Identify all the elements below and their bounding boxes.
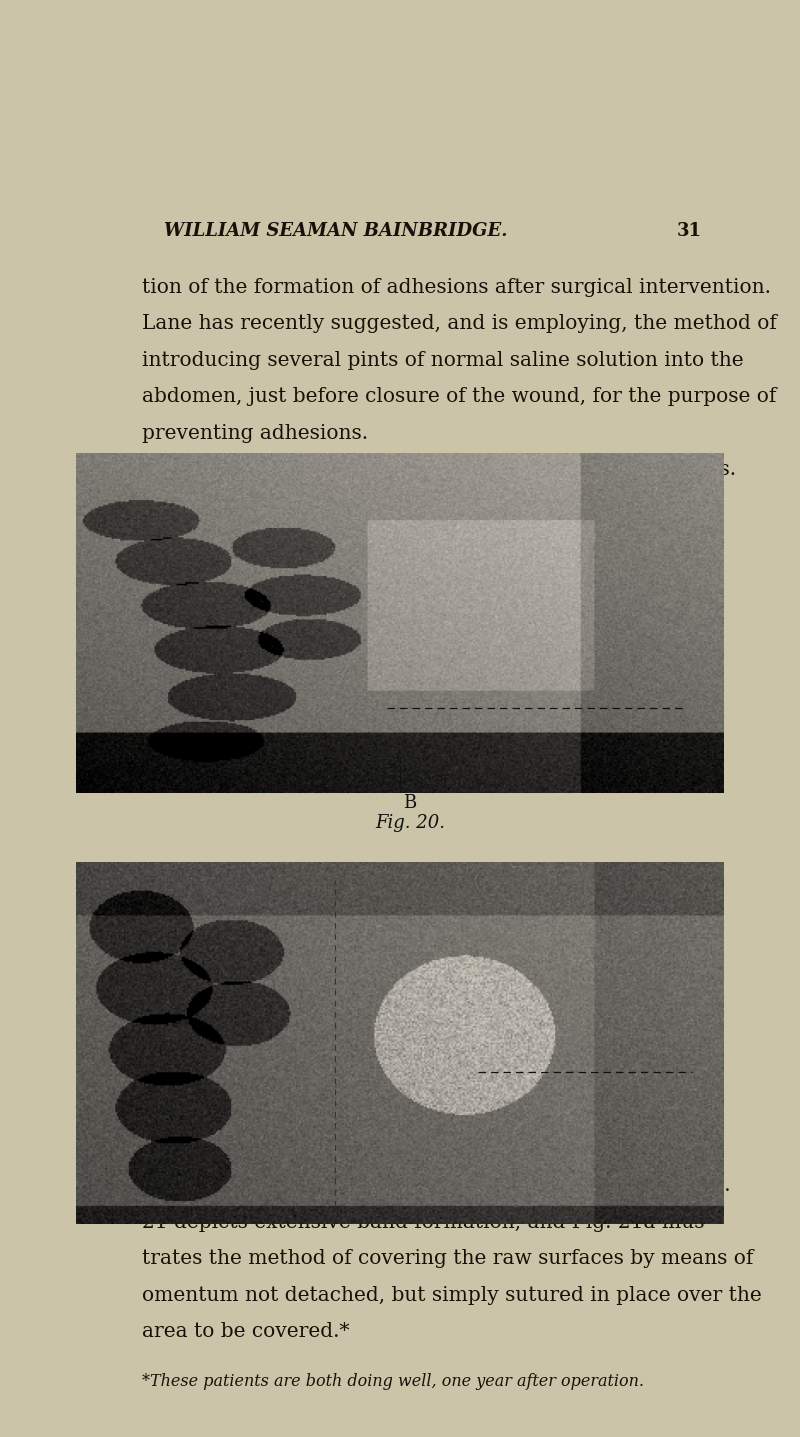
Text: omentum not detached, but simply sutured in place over the: omentum not detached, but simply sutured… (142, 1286, 762, 1305)
Text: Lane has recently suggested, and is employing, the method of: Lane has recently suggested, and is empl… (142, 315, 777, 333)
Text: 31: 31 (677, 223, 702, 240)
Text: trates the method of covering the raw surfaces by means of: trates the method of covering the raw su… (142, 1249, 754, 1267)
Text: ing raw surfaces with a piece of detached omentum.  Fig.: ing raw surfaces with a piece of detache… (142, 1175, 730, 1196)
Text: Fig. 20.: Fig. 20. (375, 815, 445, 832)
Text: C: C (674, 701, 690, 718)
Text: A: A (128, 569, 142, 588)
Text: *These patients are both doing well, one year after operation.: *These patients are both doing well, one… (142, 1372, 644, 1390)
Text: B: B (403, 795, 417, 812)
Text: tion of the formation of adhesions after surgical intervention.: tion of the formation of adhesions after… (142, 277, 771, 296)
Text: 21 depicts extensive band formation, and Fig. 21a illus-: 21 depicts extensive band formation, and… (142, 1213, 711, 1232)
Text: Fig. 20a, at B, shows the covering over of the remain-: Fig. 20a, at B, shows the covering over … (142, 497, 693, 516)
Text: A: A (403, 1127, 417, 1144)
Text: introducing several pints of normal saline solution into the: introducing several pints of normal sali… (142, 351, 744, 369)
Text: preventing adhesions.: preventing adhesions. (142, 424, 368, 443)
Text: B: B (674, 989, 689, 1007)
Text: Fig. 20a: Fig. 20a (373, 1147, 447, 1164)
Text: WILLIAM SEAMAN BAINBRIDGE.: WILLIAM SEAMAN BAINBRIDGE. (164, 223, 507, 240)
Text: area to be covered.*: area to be covered.* (142, 1322, 350, 1341)
Text: abdomen, just before closure of the wound, for the purpose of: abdomen, just before closure of the woun… (142, 387, 777, 407)
Text: Figs. 20 and 20a illustrate the severing of broad bands.: Figs. 20 and 20a illustrate the severing… (142, 460, 736, 479)
